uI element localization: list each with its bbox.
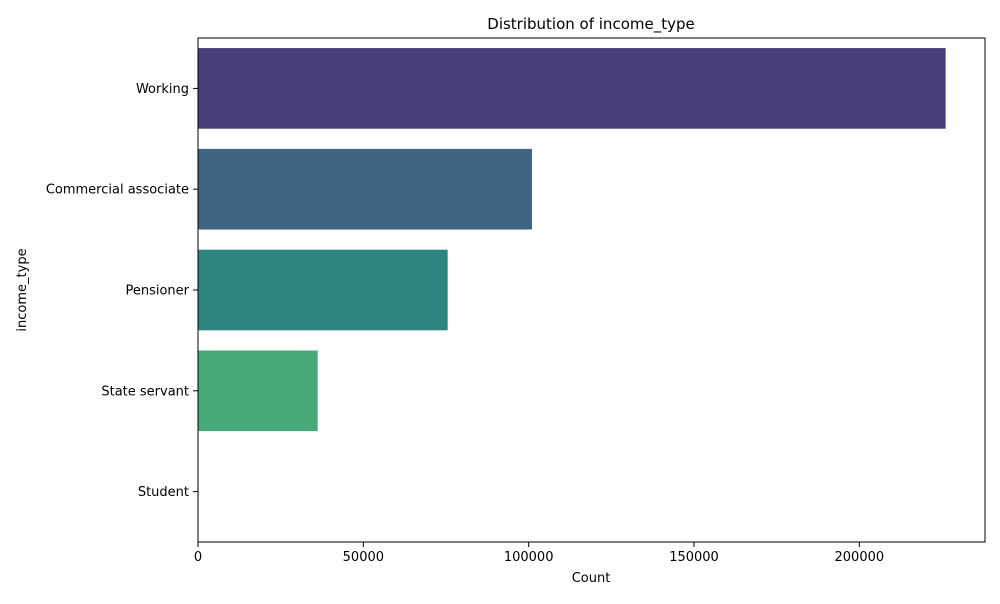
y-tick-label: Student [138, 485, 189, 500]
y-tick-label: Working [136, 82, 189, 97]
x-axis-label: Count [572, 571, 611, 586]
x-tick-label: 0 [194, 550, 202, 565]
x-tick-label: 50000 [343, 550, 384, 565]
y-tick-label: Pensioner [125, 284, 189, 299]
bar-working [198, 48, 946, 129]
y-axis-label: income_type [15, 248, 30, 331]
x-axis-ticks: 0 50000 100000 150000 200000 [194, 542, 884, 565]
x-tick-label: 100000 [504, 550, 554, 565]
bar-state-servant [198, 350, 318, 431]
x-tick-label: 200000 [835, 550, 885, 565]
bar-commercial-associate [198, 149, 532, 230]
bars-group [198, 48, 946, 532]
chart-title: Distribution of income_type [487, 15, 694, 34]
y-tick-label: Commercial associate [46, 183, 189, 198]
x-tick-label: 150000 [669, 550, 719, 565]
y-axis-ticks: Working Commercial associate Pensioner Stat… [46, 82, 198, 500]
y-tick-label: State servant [101, 384, 189, 399]
bar-pensioner [198, 250, 448, 331]
